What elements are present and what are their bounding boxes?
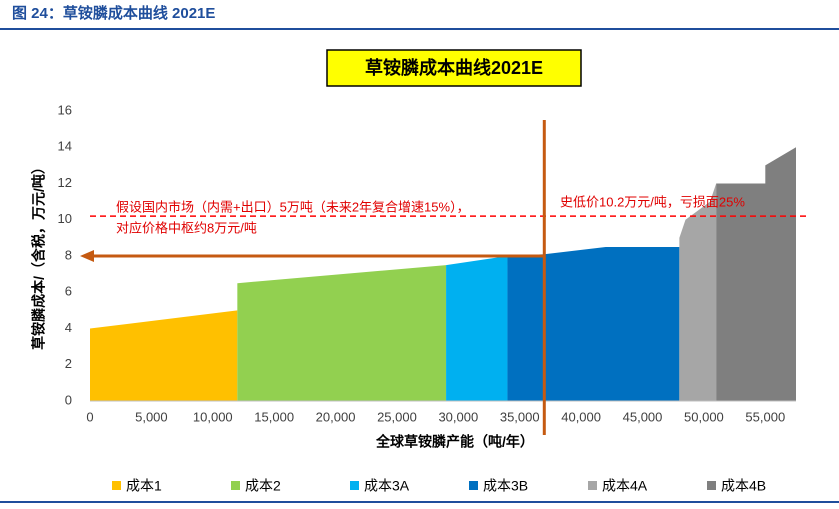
area	[679, 183, 717, 401]
x-tick-label: 55,000	[745, 409, 785, 424]
x-tick-label: 15,000	[254, 409, 294, 424]
annotation: 对应价格中枢约8万元/吨	[116, 220, 257, 235]
x-tick-label: 10,000	[193, 409, 233, 424]
x-tick-label: 40,000	[561, 409, 601, 424]
y-tick-label: 6	[65, 284, 72, 299]
x-tick-label: 50,000	[684, 409, 724, 424]
x-tick-label: 30,000	[438, 409, 478, 424]
y-tick-label: 0	[65, 392, 72, 407]
caption: 图 24：草铵膦成本曲线 2021E	[12, 4, 215, 22]
y-tick-label: 4	[65, 320, 72, 335]
legend-label: 成本3A	[364, 478, 410, 494]
legend-label: 成本1	[126, 478, 162, 494]
y-tick-label: 8	[65, 247, 72, 262]
legend-label: 成本2	[245, 478, 281, 494]
legend-swatch	[231, 481, 240, 490]
x-tick-label: 20,000	[316, 409, 356, 424]
annotation: 史低价10.2万元/吨，亏损面25%	[560, 194, 745, 209]
chart-title: 草铵膦成本曲线2021E	[365, 57, 543, 78]
arrow-head	[80, 250, 94, 262]
x-tick-label: 5,000	[135, 409, 168, 424]
legend-label: 成本4B	[721, 478, 766, 494]
area	[237, 265, 447, 401]
x-tick-label: 0	[86, 409, 93, 424]
y-axis-label: 草铵膦成本/（含税，万元/吨）	[31, 160, 47, 350]
x-tick-label: 35,000	[500, 409, 540, 424]
area	[507, 246, 680, 401]
legend-label: 成本3B	[483, 478, 528, 494]
y-tick-label: 12	[58, 175, 72, 190]
area	[90, 310, 238, 401]
y-tick-label: 16	[58, 102, 72, 117]
x-tick-label: 25,000	[377, 409, 417, 424]
x-tick-label: 45,000	[623, 409, 663, 424]
y-tick-label: 14	[58, 139, 72, 154]
legend-swatch	[112, 481, 121, 490]
annotation: 假设国内市场（内需+出口）5万吨（未来2年复合增速15%），	[116, 199, 470, 214]
legend-swatch	[707, 481, 716, 490]
y-tick-label: 10	[58, 211, 72, 226]
legend-label: 成本4A	[602, 478, 648, 494]
legend-swatch	[350, 481, 359, 490]
title-box	[326, 49, 582, 87]
area	[446, 256, 508, 401]
y-tick-label: 2	[65, 356, 72, 371]
legend-swatch	[588, 481, 597, 490]
legend-swatch	[469, 481, 478, 490]
area	[716, 147, 796, 401]
x-axis-label: 全球草铵膦产能（吨/年）	[375, 434, 534, 450]
